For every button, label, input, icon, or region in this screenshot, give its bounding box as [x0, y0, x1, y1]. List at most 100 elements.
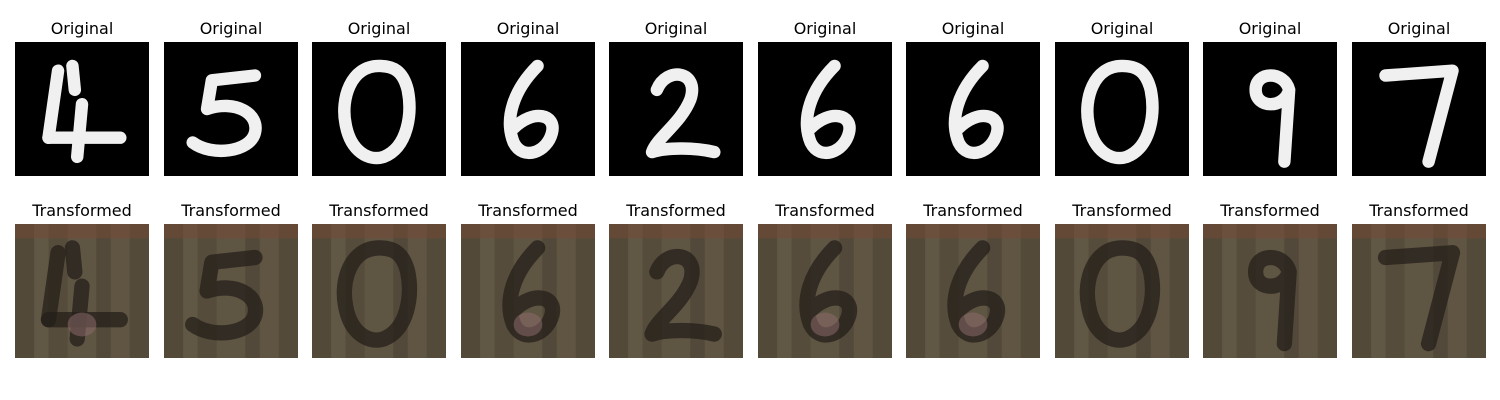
- digit-stroke: [503, 59, 559, 160]
- original-image-9: [1352, 42, 1486, 176]
- texture-top: [906, 224, 1040, 239]
- texture-spot: [67, 312, 97, 337]
- original-panel-title: Original: [644, 19, 708, 38]
- digit-stroke: [800, 59, 856, 160]
- texture-band: [426, 224, 446, 358]
- original-digit-6-image: [906, 42, 1040, 176]
- texture-band: [110, 224, 130, 358]
- transformed-digit-5-image: [164, 224, 298, 358]
- texture-top: [758, 224, 892, 239]
- original-digit-0-image: [312, 42, 446, 176]
- transformed-digit-9-image: [1203, 224, 1337, 358]
- texture-spot: [810, 312, 840, 337]
- original-panel-title: Original: [347, 19, 411, 38]
- digit-stroke: [948, 59, 1004, 160]
- digit-stroke: [1249, 69, 1296, 168]
- texture-top: [461, 224, 595, 239]
- original-digit-9-image: [1203, 42, 1337, 176]
- image-background: [1352, 42, 1486, 176]
- transformed-panel-title: Transformed: [478, 201, 578, 220]
- original-digit-6-image: [461, 42, 595, 176]
- texture-band: [556, 224, 576, 358]
- transformed-digit-7-image: [1352, 224, 1486, 358]
- texture-band: [704, 224, 724, 358]
- texture-band: [96, 224, 111, 358]
- digit-stroke: [185, 249, 264, 341]
- texture-band: [1203, 224, 1223, 358]
- original-panel-title: Original: [199, 19, 263, 38]
- original-image-5: [758, 42, 892, 176]
- transformed-image-1: [164, 224, 298, 358]
- transformed-image-0: [15, 224, 149, 358]
- original-panel-title: Original: [1387, 19, 1451, 38]
- transformed-panel-title: Transformed: [1220, 201, 1320, 220]
- original-digit-6-image: [758, 42, 892, 176]
- texture-band: [1222, 224, 1237, 358]
- texture-band: [925, 224, 940, 358]
- image-background: [1352, 224, 1486, 358]
- digit-stroke: [645, 68, 721, 159]
- transformed-image-9: [1352, 224, 1486, 358]
- texture-band: [628, 224, 643, 358]
- original-digit-7-image: [1352, 42, 1486, 176]
- transformed-image-8: [1203, 224, 1337, 358]
- texture-top: [15, 224, 149, 239]
- digit-stroke: [64, 240, 83, 280]
- original-panel-title: Original: [50, 19, 114, 38]
- texture-spot: [513, 312, 543, 337]
- texture-band: [15, 224, 35, 358]
- digit-stroke: [186, 69, 262, 158]
- digit-stroke: [336, 240, 418, 348]
- transformed-digit-4-image: [15, 224, 149, 358]
- transformed-image-6: [906, 224, 1040, 358]
- texture-band: [129, 224, 149, 358]
- original-digit-5-image: [164, 42, 298, 176]
- original-image-2: [312, 42, 446, 176]
- texture-band: [575, 224, 595, 358]
- original-image-8: [1203, 42, 1337, 176]
- transformed-panel-title: Transformed: [32, 201, 132, 220]
- original-image-3: [461, 42, 595, 176]
- original-image-7: [1055, 42, 1189, 176]
- texture-band: [312, 224, 332, 358]
- transformed-panel-title: Transformed: [1369, 201, 1469, 220]
- transformed-image-3: [461, 224, 595, 358]
- texture-band: [1317, 224, 1337, 358]
- original-panel-title: Original: [941, 19, 1005, 38]
- texture-band: [278, 224, 298, 358]
- texture-band: [906, 224, 926, 358]
- digit-stroke: [1377, 245, 1461, 352]
- texture-band: [1298, 224, 1318, 358]
- original-digit-4-image: [15, 42, 149, 176]
- texture-band: [853, 224, 873, 358]
- digit-stroke: [1247, 250, 1297, 352]
- texture-band: [1055, 224, 1075, 358]
- texture-band: [1001, 224, 1021, 358]
- texture-band: [609, 224, 629, 358]
- original-panel-title: Original: [1090, 19, 1154, 38]
- digit-stroke: [338, 59, 416, 165]
- transformed-digit-2-image: [609, 224, 743, 358]
- original-digit-0-image: [1055, 42, 1189, 176]
- transformed-digit-6-image: [758, 224, 892, 358]
- digit-stroke: [42, 64, 65, 144]
- texture-band: [758, 224, 778, 358]
- transformed-digit-6-image: [461, 224, 595, 358]
- transformed-image-5: [758, 224, 892, 358]
- texture-top: [312, 224, 446, 239]
- transformed-panel-title: Transformed: [626, 201, 726, 220]
- original-image-6: [906, 42, 1040, 176]
- texture-band: [1371, 224, 1386, 358]
- original-panel-title: Original: [496, 19, 560, 38]
- texture-top: [164, 224, 298, 239]
- texture-band: [872, 224, 892, 358]
- transformed-digit-0-image: [312, 224, 446, 358]
- texture-band: [461, 224, 481, 358]
- original-image-0: [15, 42, 149, 176]
- texture-top: [1203, 224, 1337, 239]
- texture-band: [164, 224, 184, 358]
- transformed-panel-title: Transformed: [181, 201, 281, 220]
- texture-band: [259, 224, 279, 358]
- texture-band: [1020, 224, 1040, 358]
